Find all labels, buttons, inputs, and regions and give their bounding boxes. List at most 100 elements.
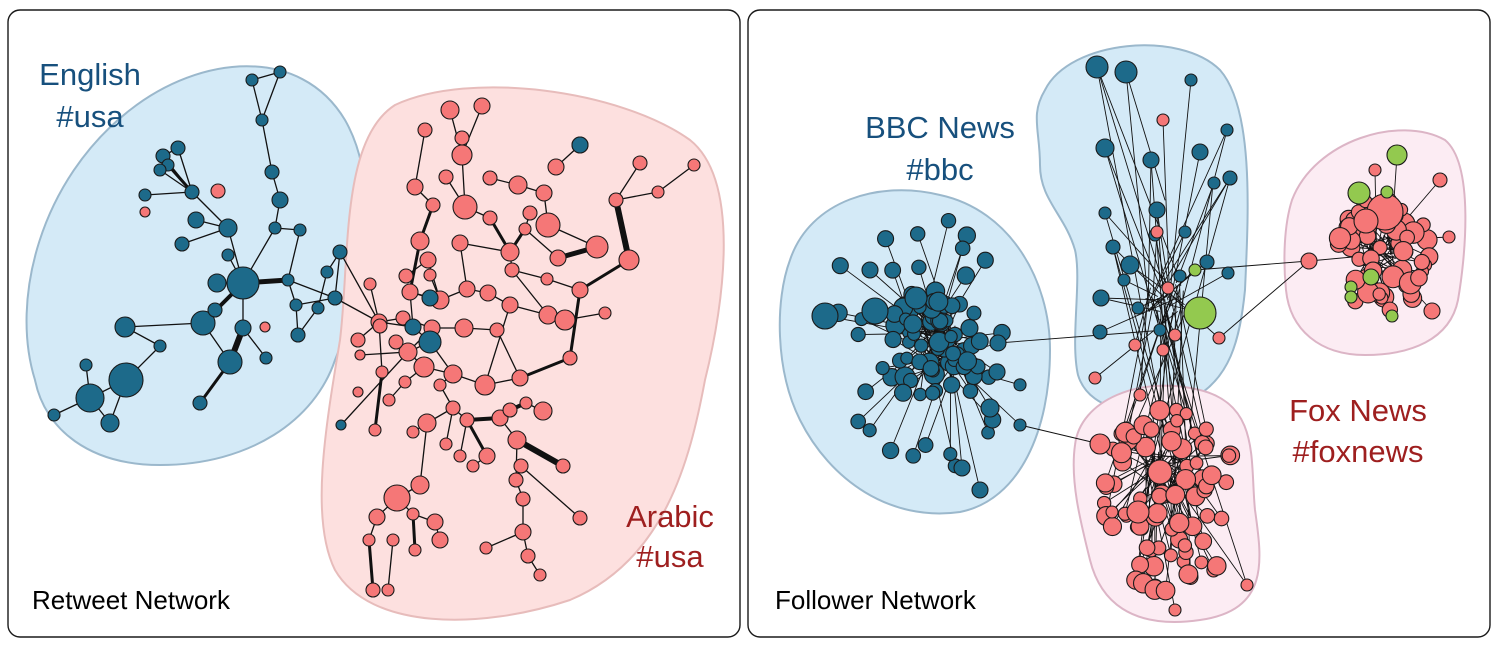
follower-node-red	[1221, 448, 1237, 463]
follower-edge	[1169, 79, 1192, 294]
retweet-node-red	[381, 583, 395, 597]
retweet-node-blue	[289, 298, 303, 312]
retweet-node-blue	[100, 413, 120, 433]
follower-node-blue	[900, 351, 914, 365]
bbc-label-line2: #bbc	[906, 152, 973, 187]
follower-node-red	[1353, 208, 1379, 234]
follower-node-red	[1169, 512, 1190, 534]
retweet-node-red	[571, 281, 589, 299]
follower-node-blue	[1199, 254, 1215, 270]
retweet-node-red	[350, 332, 366, 348]
retweet-node-blue	[218, 218, 238, 238]
follower-node-green	[1386, 144, 1408, 166]
follower-node-blue	[1173, 269, 1187, 283]
retweet-edge	[511, 269, 549, 316]
follower-node-green	[1347, 181, 1371, 205]
retweet-node-blue	[190, 310, 216, 336]
retweet-node-red	[410, 231, 430, 251]
follower-node-blue	[989, 334, 1007, 352]
follower-node-blue	[966, 305, 982, 321]
follower-node-red	[1110, 442, 1133, 464]
retweet-node-red	[445, 400, 461, 416]
retweet-node-red	[259, 321, 271, 333]
follower-node-red	[1149, 399, 1171, 421]
follower-edge	[1100, 297, 1166, 301]
follower-node-red	[1155, 580, 1176, 601]
follower-node-red	[1201, 465, 1222, 486]
retweet-node-blue	[170, 140, 186, 156]
follower-node-red	[1161, 431, 1182, 452]
retweet-node-red	[410, 475, 430, 495]
retweet-node-red	[433, 378, 447, 392]
follower-node-red	[1170, 414, 1184, 428]
follower-nodes	[811, 55, 1456, 617]
follower-node-blue	[956, 266, 976, 285]
retweet-node-blue	[114, 316, 136, 338]
retweet-node-blue	[138, 188, 152, 202]
retweet-edge	[568, 288, 582, 360]
retweet-node-red	[513, 458, 529, 474]
retweet-node-blue	[207, 273, 227, 293]
follower-node-blue	[1085, 55, 1109, 79]
retweet-node-red	[479, 541, 493, 555]
retweet-node-red	[426, 513, 444, 531]
follower-edge	[1125, 71, 1150, 307]
follower-node-red	[1240, 578, 1254, 592]
retweet-edge	[124, 322, 204, 328]
retweet-node-red	[439, 437, 453, 451]
follower-node-blue	[911, 259, 927, 275]
retweet-node-blue	[153, 163, 167, 177]
retweet-node-red	[459, 412, 475, 428]
retweet-node-blue	[255, 113, 269, 127]
follower-node-blue	[913, 387, 927, 402]
retweet-edge	[484, 304, 511, 386]
retweet-node-red	[401, 283, 419, 301]
retweet-node-red	[514, 523, 532, 541]
retweet-node-red	[458, 280, 476, 298]
follower-node-blue	[903, 314, 923, 334]
retweet-node-red	[508, 175, 528, 195]
follower-edge	[1174, 129, 1228, 331]
retweet-edge	[287, 229, 301, 281]
follower-node-red	[1300, 252, 1318, 270]
follower-node-green	[1344, 290, 1358, 304]
follower-node-blue	[940, 212, 957, 229]
follower-node-blue	[1013, 418, 1027, 432]
follower-node-red	[1199, 508, 1216, 524]
follower-network-panel: BBC News #bbc Fox News #foxnews Follower…	[747, 9, 1491, 638]
follower-node-red	[1095, 473, 1115, 493]
follower-node-blue	[1092, 324, 1108, 340]
retweet-node-red	[417, 413, 437, 433]
retweet-node-red	[453, 449, 467, 463]
retweet-node-red	[406, 507, 420, 521]
retweet-node-blue	[234, 319, 252, 337]
retweet-node-red	[438, 169, 454, 185]
follower-edge	[1125, 71, 1166, 201]
retweet-node-red	[535, 212, 561, 238]
follower-node-red	[1147, 459, 1173, 485]
follower-node-red	[1197, 439, 1214, 456]
follower-edge	[1019, 424, 1101, 445]
follower-node-red	[1179, 406, 1193, 421]
follower-node-red	[1147, 502, 1168, 524]
follower-node-blue	[976, 251, 994, 269]
retweet-edge	[261, 119, 273, 173]
retweet-node-red	[555, 458, 571, 474]
follower-edge	[1100, 297, 1160, 312]
follower-node-red	[1368, 163, 1382, 177]
follower-node-red	[1161, 281, 1175, 295]
fox-label-line2: #foxnews	[1293, 434, 1424, 469]
follower-node-red	[1089, 433, 1111, 455]
follower-node-red	[1372, 239, 1388, 256]
follower-node-blue	[1207, 176, 1221, 190]
retweet-node-red	[535, 184, 553, 202]
follower-node-blue	[862, 423, 877, 438]
retweet-node-blue	[311, 301, 325, 315]
follower-node-blue	[917, 437, 934, 454]
follower-node-red	[1150, 225, 1164, 239]
follower-node-red	[1168, 603, 1182, 617]
follower-edge	[1149, 129, 1228, 302]
follower-node-red	[1212, 331, 1226, 345]
retweet-node-red	[398, 268, 414, 284]
retweet-node-red	[479, 284, 497, 302]
